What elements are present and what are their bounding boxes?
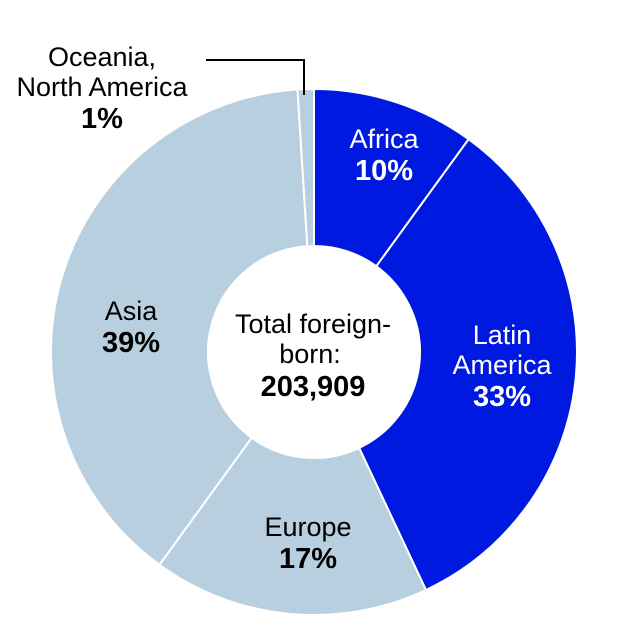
oceania-leader-line: [206, 59, 305, 95]
slice-percent-africa: 10%: [355, 155, 413, 187]
slice-label-latin-america: Latin America 33%: [452, 320, 552, 413]
center-label-line1: Total foreign-: [235, 309, 391, 339]
slice-percent-oceania-north-america: 1%: [81, 103, 123, 135]
slice-label-line: Africa: [349, 124, 419, 154]
slice-label-line: Europe: [264, 512, 351, 542]
slice-label-oceania-north-america: Oceania, North America 1%: [16, 42, 188, 135]
slice-label-line: Oceania,: [48, 42, 156, 72]
center-label-line2: born:: [279, 339, 341, 369]
donut-slices: [50, 87, 578, 616]
slice-label-line: North America: [16, 72, 188, 102]
slice-label-africa: Africa 10%: [349, 124, 419, 187]
slice-labels: Africa 10% Latin America 33% Europe 17% Asia 39%…: [16, 42, 552, 575]
center-total-value: 203,909: [261, 371, 366, 403]
slice-label-line: America: [452, 350, 552, 380]
donut-hole: [208, 246, 420, 458]
slice-percent-latin-america: 33%: [473, 381, 531, 413]
slice-percent-asia: 39%: [102, 327, 160, 359]
leader-line: [206, 59, 305, 95]
center-label: Total foreign- born: 203,909: [235, 309, 391, 403]
slice-label-asia: Asia 39%: [102, 296, 160, 359]
slice-label-europe: Europe 17%: [264, 512, 351, 575]
slice-label-line: Asia: [105, 296, 159, 326]
slice-label-line: Latin: [473, 320, 532, 350]
slice-percent-europe: 17%: [279, 543, 337, 575]
